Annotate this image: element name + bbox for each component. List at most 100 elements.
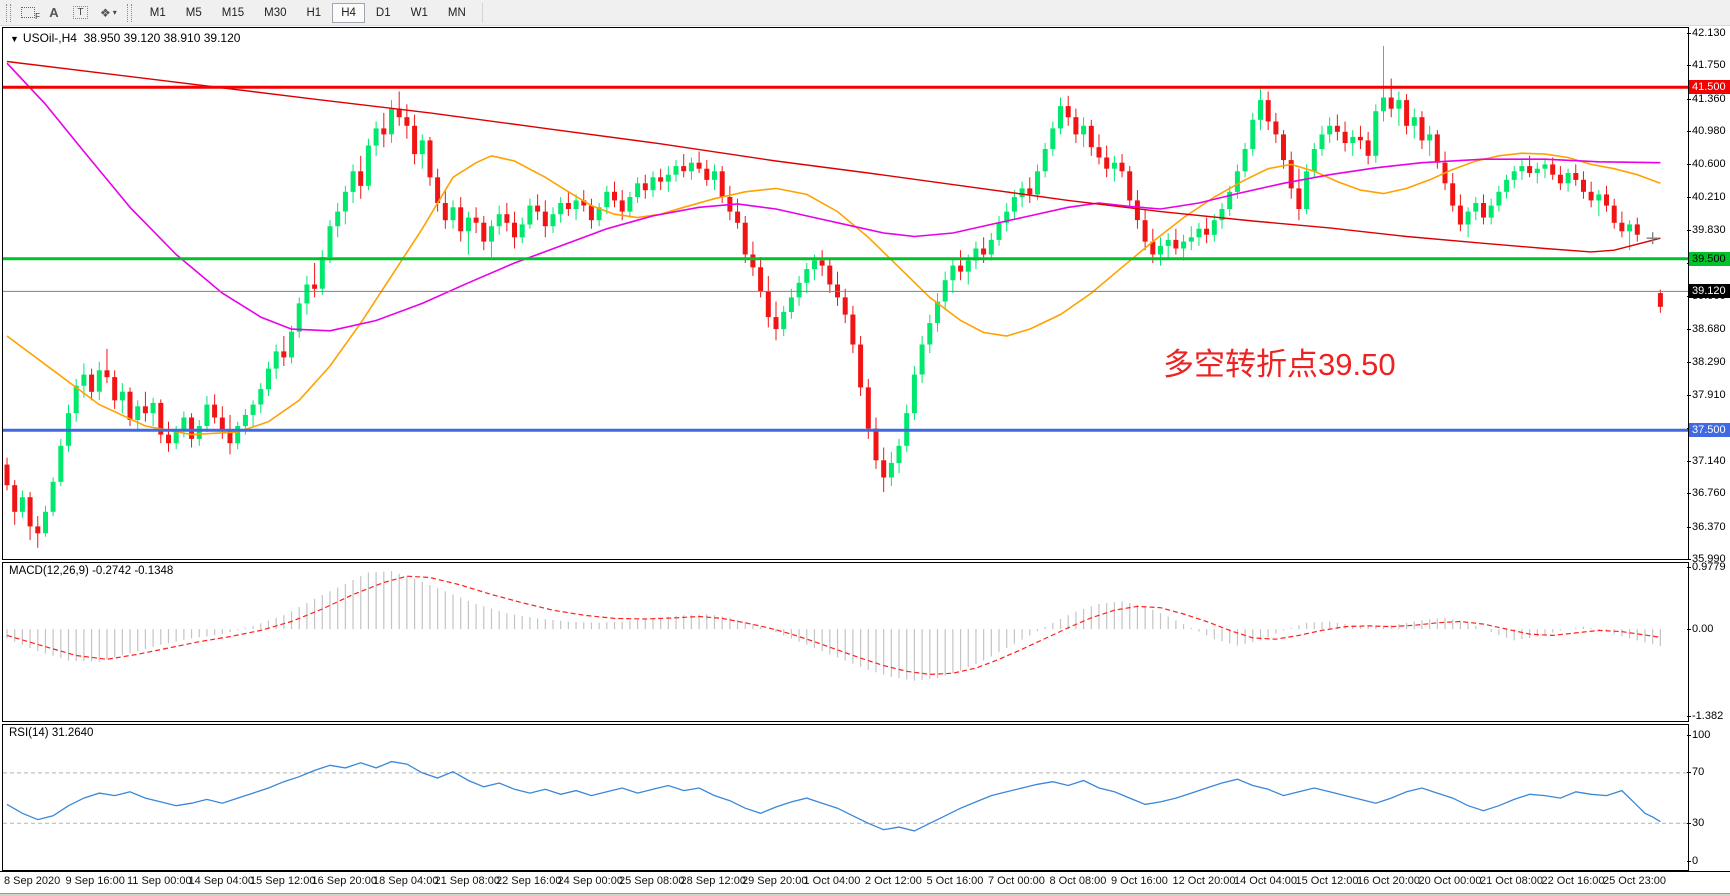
date-label-4: 15 Sep 12:00 <box>250 875 316 887</box>
toolbar-drag-handle[interactable] <box>6 3 11 22</box>
macd-label: MACD(12,26,9) -0.2742 -0.1348 <box>9 565 174 577</box>
ma-orange-line <box>6 152 1661 436</box>
date-label-26: 25 Oct 23:00 <box>1603 875 1666 887</box>
y-tick-37.140: 37.140 <box>1687 454 1726 467</box>
y-tick-41.360: 41.360 <box>1687 92 1726 105</box>
tf-button-H1[interactable]: H1 <box>298 3 331 23</box>
tf-button-D1[interactable]: D1 <box>367 3 400 23</box>
macd-canvas <box>6 571 1661 681</box>
macd-histogram <box>6 571 1661 681</box>
y-tick-40.980: 40.980 <box>1687 125 1726 138</box>
annotation-text: 多空转折点39.50 <box>1163 347 1396 382</box>
rsi-line <box>6 760 1661 832</box>
macd-value-signal: -0.1348 <box>134 565 174 577</box>
date-label-0: 8 Sep 2020 <box>4 875 61 887</box>
window-statusbar-edge <box>0 893 1730 896</box>
tf-button-W1[interactable]: W1 <box>402 3 437 23</box>
macd-panel[interactable]: MACD(12,26,9) -0.2742 -0.1348 <box>2 562 1689 722</box>
date-label-9: 24 Sep 00:00 <box>557 875 623 887</box>
y-tick-40.210: 40.210 <box>1687 191 1726 204</box>
tf-button-MN[interactable]: MN <box>439 3 475 23</box>
end-marker-cross <box>1646 232 1659 245</box>
toolbar-separator <box>481 2 483 23</box>
date-label-23: 20 Oct 00:00 <box>1418 875 1482 887</box>
candlestick-canvas[interactable]: 多空转折点39.50 <box>3 28 1688 559</box>
rsi-tick-0: 0 <box>1686 854 1699 867</box>
arrows-tool-icon: ❖ <box>100 5 111 20</box>
date-label-18: 9 Oct 16:00 <box>1111 875 1168 887</box>
ma-red-line <box>6 60 1661 253</box>
date-label-6: 18 Sep 04:00 <box>373 875 439 887</box>
tf-button-M15[interactable]: M15 <box>213 3 253 23</box>
y-tick-38.290: 38.290 <box>1687 356 1726 369</box>
text-tool-icon: T <box>73 6 88 19</box>
ma-magenta-line <box>6 62 1661 332</box>
tf-button-M30[interactable]: M30 <box>255 3 295 23</box>
date-label-10: 25 Sep 08:00 <box>619 875 685 887</box>
date-label-15: 5 Oct 16:00 <box>926 875 984 887</box>
price-axis[interactable]: 42.130 41.750 41.360 40.980 40.600 40.210 39.8… <box>1686 26 1730 871</box>
rsi-label: RSI(14) 31.2640 <box>9 727 94 739</box>
date-label-7: 21 Sep 08:00 <box>434 875 500 887</box>
date-label-20: 14 Oct 04:00 <box>1234 875 1297 887</box>
rsi-tick-30: 30 <box>1686 816 1705 829</box>
tf-button-M5[interactable]: M5 <box>177 3 211 23</box>
chart-title: ▼ USOil-,H4 38.950 39.120 38.910 39.120 <box>10 31 240 45</box>
date-label-19: 12 Oct 20:00 <box>1172 875 1236 887</box>
symbol-dropdown-icon[interactable]: ▼ <box>10 34 19 44</box>
y-tick-35.990: 35.990 <box>1687 553 1726 566</box>
y-tick-42.130: 42.130 <box>1687 26 1726 39</box>
objects-tool-button[interactable]: F <box>16 3 40 23</box>
date-label-25: 22 Oct 16:00 <box>1541 875 1605 887</box>
price-badge-39.120: 39.120 <box>1689 284 1730 299</box>
rsi-canvas <box>3 760 1688 832</box>
main-chart-panel[interactable]: ▼ USOil-,H4 38.950 39.120 38.910 39.120 多… <box>2 27 1689 560</box>
arrows-dropdown-icon: ▾ <box>112 8 117 17</box>
date-label-2: 11 Sep 00:00 <box>127 875 192 887</box>
toolbar: F A T ❖ ▾ M1 M5 M15 M30 H1 H4 D1 W1 MN <box>0 0 1730 26</box>
rsi-tick-70: 70 <box>1686 766 1705 779</box>
rsi-value: 31.2640 <box>51 727 94 739</box>
text-label-icon: A <box>49 5 59 20</box>
rsi-panel[interactable]: RSI(14) 31.2640 <box>2 724 1689 871</box>
objects-f-icon: F <box>21 7 40 21</box>
candles-layer <box>4 46 1663 548</box>
tf-button-H4[interactable]: H4 <box>332 2 365 23</box>
tf-button-M1[interactable]: M1 <box>141 3 175 23</box>
text-label-button[interactable]: A <box>42 3 66 23</box>
text-tool-button[interactable]: T <box>68 3 93 23</box>
timeframe-toolbar: M1 M5 M15 M30 H1 H4 D1 W1 MN <box>140 2 476 23</box>
macd-value-main: -0.2742 <box>92 565 132 577</box>
y-tick-41.750: 41.750 <box>1687 59 1726 72</box>
date-label-21: 15 Oct 12:00 <box>1295 875 1359 887</box>
time-axis[interactable]: 8 Sep 2020 9 Sep 16:00 11 Sep 00:00 14 Sep … <box>0 871 1730 893</box>
macd-tick-0.00: 0.00 <box>1686 622 1714 635</box>
date-label-12: 29 Sep 20:00 <box>742 875 808 887</box>
date-label-24: 21 Oct 08:00 <box>1480 875 1543 887</box>
date-label-17: 8 Oct 08:00 <box>1049 875 1107 887</box>
y-tick-39.830: 39.830 <box>1687 223 1726 236</box>
date-label-14: 2 Oct 12:00 <box>865 875 922 887</box>
date-label-5: 16 Sep 20:00 <box>311 875 377 887</box>
price-badge-37.500[interactable]: 37.500 <box>1689 423 1730 438</box>
date-label-3: 14 Sep 04:00 <box>188 875 254 887</box>
timeframe-toolbar-drag-handle[interactable] <box>126 3 132 22</box>
price-badge-41.500[interactable]: 41.500 <box>1689 80 1730 95</box>
y-tick-40.600: 40.600 <box>1687 157 1726 170</box>
macd-tick-0.9779: 0.9779 <box>1687 561 1726 573</box>
date-label-13: 1 Oct 04:00 <box>803 875 861 887</box>
arrows-tool-button[interactable]: ❖ ▾ <box>95 3 122 23</box>
date-label-1: 9 Sep 16:00 <box>65 875 125 887</box>
y-tick-36.370: 36.370 <box>1687 520 1726 533</box>
y-tick-36.760: 36.760 <box>1687 487 1726 500</box>
date-label-22: 16 Oct 20:00 <box>1357 875 1420 887</box>
date-label-16: 7 Oct 00:00 <box>988 875 1045 887</box>
y-tick-37.910: 37.910 <box>1687 388 1726 401</box>
macd-signal-line <box>6 575 1661 676</box>
price-badge-39.500[interactable]: 39.500 <box>1689 251 1730 266</box>
y-tick-38.680: 38.680 <box>1687 322 1726 335</box>
chart-symbol-label: USOil-,H4 <box>22 31 77 45</box>
date-label-11: 28 Sep 12:00 <box>680 875 746 887</box>
macd-tick--1.382: -1.382 <box>1686 709 1724 722</box>
rsi-tick-100: 100 <box>1686 728 1711 741</box>
